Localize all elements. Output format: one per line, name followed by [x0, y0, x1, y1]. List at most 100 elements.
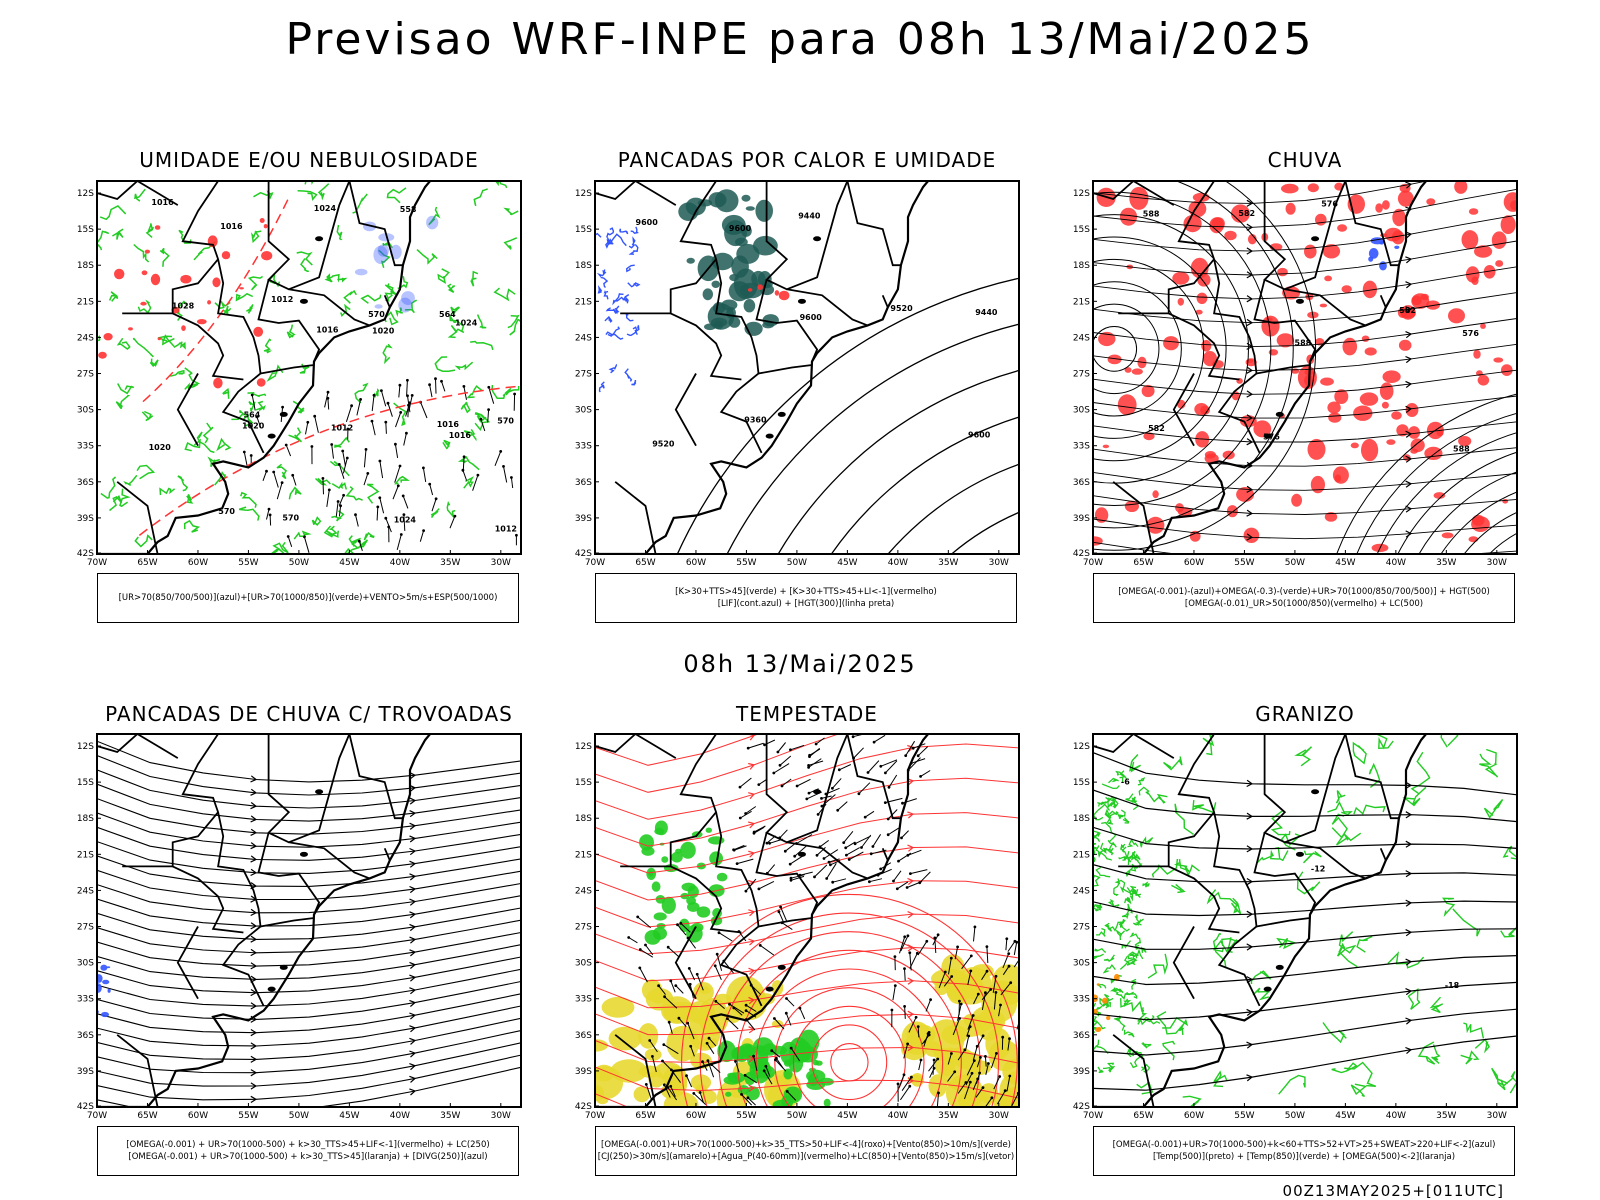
- lake: [797, 298, 806, 304]
- border-line: [755, 832, 819, 915]
- shaded-region: [1243, 527, 1260, 543]
- contour-line: [596, 269, 607, 278]
- wind-vector: [658, 985, 666, 995]
- wind-vector-head: [892, 879, 895, 883]
- contour-line: [1335, 790, 1346, 804]
- streamline: [97, 907, 521, 940]
- wind-vector: [771, 1050, 781, 1058]
- shaded-region: [213, 377, 223, 389]
- wind-vector-head: [752, 1054, 755, 1058]
- contour-line: [1127, 852, 1136, 865]
- contour-label: -12: [1311, 865, 1325, 874]
- shaded-region: [1465, 266, 1480, 283]
- shaded-region: [1480, 323, 1486, 329]
- wind-vector: [394, 465, 401, 483]
- border-line: [348, 734, 403, 820]
- wind-vector: [893, 870, 902, 882]
- shaded-region: [1183, 215, 1202, 233]
- latitude-tick-label: 27S: [1073, 923, 1090, 933]
- wind-vector-head: [789, 1046, 793, 1050]
- streamline: [1093, 266, 1517, 300]
- wind-vector-head: [925, 939, 929, 943]
- wind-vector: [696, 974, 704, 991]
- contour-line: [304, 181, 314, 186]
- wind-vector: [985, 1063, 989, 1076]
- shaded-region: [1379, 382, 1394, 400]
- shaded-region: [377, 244, 389, 257]
- wind-vector-head: [815, 853, 819, 857]
- wind-vector: [908, 1017, 917, 1033]
- wind-vector-head: [768, 841, 771, 845]
- wind-vector: [649, 1040, 658, 1053]
- contour-line: [255, 400, 266, 412]
- contour-line: [1124, 955, 1136, 966]
- wind-vector-head: [967, 1034, 971, 1038]
- wind-vector-head: [937, 1091, 940, 1095]
- contour-line: [1331, 1062, 1358, 1074]
- latitude-tick-label: 39S: [1073, 514, 1090, 524]
- wind-vector-head: [453, 514, 457, 518]
- streamline-arrow: [1246, 390, 1254, 398]
- wind-vector-head: [666, 945, 670, 949]
- contour-line: [1294, 746, 1312, 767]
- wind-vector: [628, 937, 638, 944]
- shaded-region: [1163, 336, 1179, 351]
- wind-vector: [273, 471, 279, 488]
- streamline-850: [811, 1024, 888, 1101]
- shaded-region: [1368, 248, 1379, 259]
- latitude-tick-label: 12S: [1073, 742, 1090, 752]
- streamline-850: [736, 949, 962, 1107]
- wind-vector-head: [788, 862, 792, 866]
- shaded-region: [601, 996, 635, 1018]
- contour-line: [247, 392, 267, 398]
- latitude-tick-label: 42S: [77, 549, 94, 559]
- map-area: 1016101610161016102010201024102410201024…: [77, 180, 522, 568]
- weather-map-panel: -6-12-1812S15S18S21S24S27S30S33S36S39S42…: [1073, 733, 1518, 1121]
- contour-line: [331, 510, 345, 522]
- wind-vector-head: [943, 970, 947, 974]
- shaded-region: [374, 304, 383, 309]
- wind-vector-head: [1009, 981, 1013, 985]
- streamline: [1093, 369, 1517, 395]
- wind-vector-head: [402, 513, 406, 516]
- border-line: [674, 373, 697, 447]
- contour-line: [1119, 921, 1130, 932]
- wind-vector-head: [978, 1071, 981, 1075]
- wind-vector-head: [994, 991, 998, 994]
- wind-vector-head: [303, 535, 306, 539]
- shaded-region: [1195, 309, 1203, 315]
- shaded-region: [1381, 401, 1389, 409]
- wind-vector: [981, 970, 988, 981]
- wind-vector-head: [740, 1093, 743, 1096]
- shaded-region: [101, 1011, 109, 1018]
- shaded-region: [180, 274, 192, 284]
- wind-vector: [903, 1043, 909, 1059]
- wind-vector: [668, 1022, 673, 1034]
- wind-vector: [753, 1056, 758, 1072]
- contour-line: [1463, 1022, 1485, 1039]
- streamline-arrow: [250, 962, 258, 970]
- streamline: [1093, 240, 1517, 276]
- streamline-arrow: [1405, 355, 1413, 364]
- contour-line: [470, 270, 479, 287]
- wind-vector-head: [638, 948, 642, 951]
- wind-vector-head: [757, 887, 761, 891]
- streamline-arrow: [1405, 380, 1413, 388]
- shaded-region: [398, 297, 412, 313]
- wind-vector-head: [342, 493, 345, 497]
- streamline: [97, 754, 521, 796]
- wind-vector: [380, 390, 387, 407]
- wind-vector: [957, 1049, 966, 1061]
- contour-line: [605, 331, 624, 340]
- wind-vector: [688, 968, 696, 981]
- contour-line: [222, 387, 230, 399]
- shaded-region: [783, 1086, 803, 1104]
- border-line: [786, 841, 868, 880]
- border-line: [614, 481, 657, 554]
- wind-vector: [711, 1064, 721, 1073]
- shaded-region: [102, 979, 110, 985]
- contour-line: [597, 284, 603, 294]
- shaded-region: [747, 288, 753, 292]
- wind-vector-head: [746, 1096, 750, 1100]
- streamline-arrow: [250, 828, 258, 836]
